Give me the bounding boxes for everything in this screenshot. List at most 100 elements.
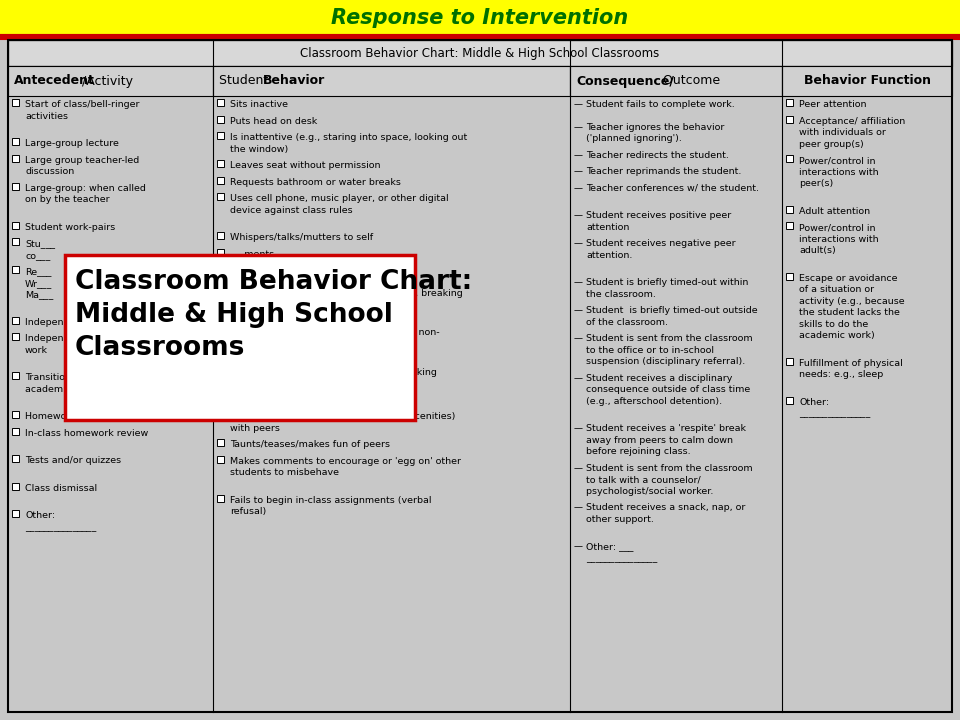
Bar xyxy=(217,232,224,239)
Text: adult(s): adult(s) xyxy=(799,246,836,255)
Bar xyxy=(786,155,793,162)
Text: Escape or avoidance: Escape or avoidance xyxy=(799,274,898,283)
Bar xyxy=(217,176,224,184)
Bar xyxy=(12,411,19,418)
Bar xyxy=(786,397,793,403)
Text: interactions with: interactions with xyxy=(799,235,878,243)
Bar xyxy=(217,193,224,200)
Text: ___onal: ___onal xyxy=(230,278,265,287)
Text: Transitions between: Transitions between xyxy=(25,373,120,382)
Bar xyxy=(12,266,19,273)
Text: Makes comments to encourage or 'egg on' other: Makes comments to encourage or 'egg on' … xyxy=(230,456,461,466)
Text: Large group teacher-led: Large group teacher-led xyxy=(25,156,139,165)
Bar xyxy=(217,395,224,402)
Text: Whispers/talks to other students about non-: Whispers/talks to other students about n… xyxy=(230,328,440,337)
Text: to the office or to in-school: to the office or to in-school xyxy=(586,346,714,355)
Bar xyxy=(782,66,952,96)
Bar xyxy=(12,455,19,462)
Text: _______________: _______________ xyxy=(799,409,871,418)
Text: Homework collection: Homework collection xyxy=(25,412,125,421)
Text: Outcome: Outcome xyxy=(659,74,720,88)
Bar xyxy=(786,99,793,106)
Text: attention.: attention. xyxy=(586,251,633,260)
Text: Teacher conferences w/ the student.: Teacher conferences w/ the student. xyxy=(586,184,759,193)
Text: instructional topics: instructional topics xyxy=(230,340,321,348)
Text: academic work): academic work) xyxy=(799,331,875,340)
Bar xyxy=(12,238,19,245)
Text: Classroom Behavior Chart:
Middle & High School
Classrooms: Classroom Behavior Chart: Middle & High … xyxy=(75,269,472,361)
Text: activity (e.g., because: activity (e.g., because xyxy=(799,297,904,306)
Text: Power/control in: Power/control in xyxy=(799,156,876,165)
Text: Whispers/talks to other students about: Whispers/talks to other students about xyxy=(230,356,416,365)
Text: consequence outside of class time: consequence outside of class time xyxy=(586,385,751,394)
Bar xyxy=(217,132,224,139)
Text: Teacher ignores the behavior: Teacher ignores the behavior xyxy=(586,122,725,132)
Text: needs: e.g., sleep: needs: e.g., sleep xyxy=(799,370,883,379)
Text: away from peers to calm down: away from peers to calm down xyxy=(586,436,733,445)
Text: peer(s): peer(s) xyxy=(799,179,833,188)
Text: —: — xyxy=(573,424,583,433)
Text: —: — xyxy=(573,167,583,176)
Text: ___ments: ___ments xyxy=(230,250,275,258)
Bar xyxy=(570,66,782,96)
Text: Re___: Re___ xyxy=(25,267,52,276)
Text: Student receives a 'respite' break: Student receives a 'respite' break xyxy=(586,424,746,433)
Text: Class dismissal: Class dismissal xyxy=(25,484,97,492)
Text: attention: attention xyxy=(586,222,630,232)
Bar xyxy=(217,411,224,418)
Text: skills to do the: skills to do the xyxy=(799,320,868,328)
Text: Fulfillment of physical: Fulfillment of physical xyxy=(799,359,902,368)
Bar xyxy=(12,138,19,145)
Text: Student receives a disciplinary: Student receives a disciplinary xyxy=(586,374,732,382)
Text: Other:: Other: xyxy=(799,397,829,407)
Text: —: — xyxy=(573,239,583,248)
Text: —: — xyxy=(573,503,583,512)
Bar xyxy=(217,160,224,167)
Text: work: work xyxy=(25,346,48,355)
Text: Student is sent from the classroom: Student is sent from the classroom xyxy=(586,334,753,343)
Text: Is inattentive (e.g., staring into space, looking out: Is inattentive (e.g., staring into space… xyxy=(230,133,468,142)
Text: Ma___: Ma___ xyxy=(25,290,53,299)
Text: Behavior: Behavior xyxy=(263,74,325,88)
Text: with individuals or: with individuals or xyxy=(799,128,886,137)
Text: Leaves seat without permission: Leaves seat without permission xyxy=(230,161,380,170)
Text: Antecedent: Antecedent xyxy=(14,74,95,88)
Text: Other: ___: Other: ___ xyxy=(586,542,634,551)
Text: Student receives a snack, nap, or: Student receives a snack, nap, or xyxy=(586,503,745,512)
Bar xyxy=(0,0,960,36)
Bar xyxy=(12,510,19,517)
Text: Stu___: Stu___ xyxy=(25,239,55,248)
Bar xyxy=(217,456,224,462)
Text: Puts head on desk: Puts head on desk xyxy=(230,117,317,126)
Text: In-class homework review: In-class homework review xyxy=(25,428,148,438)
Text: discussion: discussion xyxy=(25,167,74,176)
Text: of the classroom.: of the classroom. xyxy=(586,318,668,327)
Text: —: — xyxy=(573,306,583,315)
Text: Sits inactive: Sits inactive xyxy=(230,100,288,109)
Text: instructional/academic topics: e.g., seeking: instructional/academic topics: e.g., see… xyxy=(230,368,437,377)
Text: Uses inappropriate language (e.g., obscenities): Uses inappropriate language (e.g., obsce… xyxy=(230,412,455,421)
Text: Independent computer: Independent computer xyxy=(25,334,134,343)
Bar xyxy=(12,222,19,228)
Text: the student lacks the: the student lacks the xyxy=(799,308,900,317)
Text: Teacher redirects the student.: Teacher redirects the student. xyxy=(586,150,729,160)
Bar xyxy=(217,115,224,122)
Text: materials (e.g., ripping up a worksheet, breaking: materials (e.g., ripping up a worksheet,… xyxy=(230,289,463,298)
Text: Student: Student xyxy=(219,74,273,88)
Text: (e.g., afterschool detention).: (e.g., afterschool detention). xyxy=(586,397,722,405)
Text: Peer attention: Peer attention xyxy=(799,100,867,109)
Bar xyxy=(217,248,224,256)
Text: activities: activities xyxy=(25,112,68,121)
Text: —: — xyxy=(573,100,583,109)
Text: —: — xyxy=(573,542,583,552)
Text: students to misbehave: students to misbehave xyxy=(230,468,339,477)
Text: —: — xyxy=(573,374,583,383)
Bar xyxy=(217,439,224,446)
Text: Consequence/: Consequence/ xyxy=(576,74,674,88)
Text: Uses cell phone, music player, or other digital: Uses cell phone, music player, or other … xyxy=(230,194,448,203)
Text: —: — xyxy=(573,334,583,343)
Text: /Activity: /Activity xyxy=(82,74,133,88)
Bar xyxy=(12,182,19,189)
Bar xyxy=(217,276,224,284)
Bar xyxy=(12,317,19,323)
